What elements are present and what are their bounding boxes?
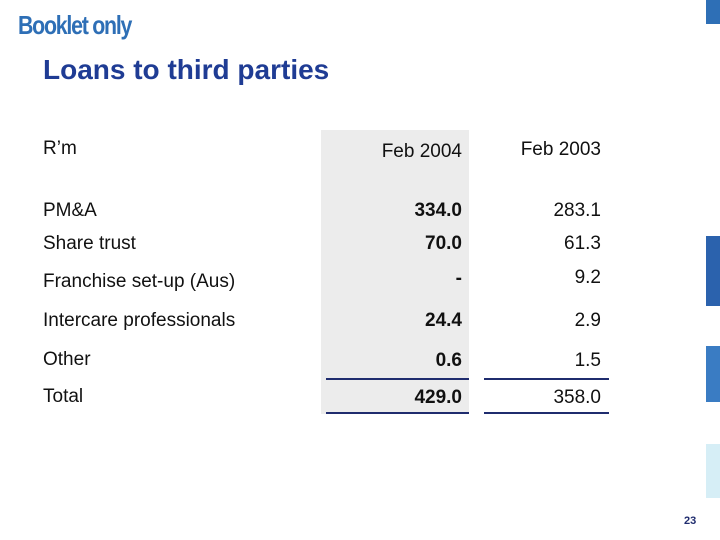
row-label-franchise-setup: Franchise set-up (Aus): [43, 271, 236, 292]
cell-franchise-setup-feb-2004: -: [455, 268, 462, 289]
cell-other-feb-2003: 1.5: [574, 350, 601, 371]
cell-intercare-feb-2003: 2.9: [574, 310, 601, 331]
cell-share-trust-feb-2003: 61.3: [564, 233, 601, 254]
column-header-feb-2003: Feb 2003: [520, 139, 601, 160]
slide-title: Loans to third parties: [43, 54, 330, 85]
total-rule-top-feb-2003: [484, 378, 609, 380]
decorative-bar-4: [706, 444, 720, 498]
row-label-intercare-professionals: Intercare professionals: [43, 310, 236, 331]
cell-other-feb-2004: 0.6: [435, 350, 462, 371]
cell-pma-feb-2003: 283.1: [553, 200, 601, 221]
total-rule-bottom-feb-2004: [326, 412, 469, 414]
column-header-feb-2004: Feb 2004: [381, 141, 462, 162]
row-label-other: Other: [43, 349, 91, 370]
cell-total-feb-2004: 429.0: [414, 387, 462, 408]
decorative-bar-1: [706, 0, 720, 24]
cell-share-trust-feb-2004: 70.0: [425, 233, 462, 254]
unit-label: R’m: [43, 138, 77, 159]
total-rule-top-feb-2004: [326, 378, 469, 380]
row-label-total: Total: [43, 386, 84, 407]
decorative-bar-2: [706, 236, 720, 306]
cell-franchise-setup-feb-2003: 9.2: [574, 267, 601, 288]
booklet-only-label: Booklet only: [18, 10, 132, 40]
cell-total-feb-2003: 358.0: [553, 387, 601, 408]
highlight-column-feb-2004: [321, 130, 469, 414]
row-label-share-trust: Share trust: [43, 233, 136, 254]
cell-pma-feb-2004: 334.0: [414, 200, 462, 221]
row-label-pma: PM&A: [43, 200, 97, 221]
page-number: 23: [684, 515, 697, 527]
total-rule-bottom-feb-2003: [484, 412, 609, 414]
decorative-bar-3: [706, 346, 720, 402]
cell-intercare-feb-2004: 24.4: [425, 310, 462, 331]
